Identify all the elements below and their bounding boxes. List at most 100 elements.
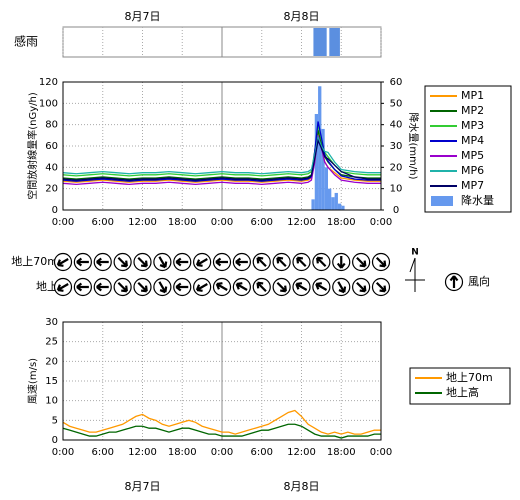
y-tick-label: 120 [39, 77, 58, 88]
y2-tick-label: 0 [393, 205, 399, 216]
y-tick-label: 100 [39, 98, 58, 109]
y-axis-label: 風速(m/s) [27, 358, 39, 404]
legend-label: MP4 [461, 134, 484, 147]
rain-interval [329, 28, 340, 56]
wind-arrow [93, 252, 112, 272]
wind-arrow [332, 277, 351, 297]
wind-arrow [292, 252, 311, 272]
arrow [375, 256, 387, 268]
legend-label: 地上70m [446, 371, 493, 384]
date-label: 8月8日 [284, 10, 320, 23]
series-line [62, 129, 381, 180]
legend-label: 風向 [468, 274, 490, 288]
y-tick-label: 40 [45, 162, 58, 173]
arrow [276, 256, 287, 268]
arrow [56, 258, 69, 267]
legend-arrow [449, 275, 459, 288]
precip-bar [334, 192, 338, 210]
wind-arrow [352, 277, 371, 297]
arrow [356, 256, 367, 268]
wind-arrow [113, 252, 132, 272]
x-tick-label: 18:00 [327, 447, 356, 458]
wind-arrow [193, 277, 212, 297]
precip-bar [337, 203, 342, 210]
arrow [96, 282, 109, 292]
plot-frame [62, 321, 382, 441]
arrow [215, 282, 228, 291]
wind-arrow [212, 277, 232, 297]
series-line [62, 135, 381, 186]
series-line [62, 409, 381, 435]
precip-bar [331, 197, 335, 210]
wind-arrow [312, 277, 331, 297]
arrow [96, 257, 109, 267]
arrow [235, 257, 248, 267]
wind-arrow [53, 252, 73, 272]
x-tick-label: 6:00 [92, 447, 114, 458]
y-tick-label: 0 [52, 435, 58, 446]
precip-bar [311, 199, 315, 210]
x-tick-label: 0:00 [52, 447, 74, 458]
series-line [62, 135, 381, 175]
wind-arrow [133, 277, 152, 297]
y-tick-label: 25 [45, 337, 58, 348]
y-axis-label: 空間放射線量率(nGy/h) [26, 92, 39, 200]
y-tick-label: 20 [45, 356, 58, 367]
x-tick-label: 0:00 [370, 217, 392, 228]
wind-arrow [232, 252, 251, 272]
wind-arrow [173, 252, 192, 272]
wind-arrow [292, 277, 311, 297]
row-label: 地上 [36, 280, 58, 293]
y-tick-label: 15 [45, 376, 58, 387]
y-tick-label: 60 [45, 141, 58, 152]
wind-arrow [371, 277, 391, 297]
y-tick-label: 0 [52, 205, 58, 216]
y-tick-label: 20 [45, 184, 58, 195]
x-tick-label: 6:00 [92, 217, 114, 228]
x-tick-label: 12:00 [287, 217, 316, 228]
y2-tick-label: 10 [390, 184, 403, 195]
legend-label: 地上高 [446, 385, 479, 399]
arrow [117, 281, 128, 293]
series-line [62, 124, 381, 177]
series-line [62, 121, 381, 182]
x-tick-label: 18:00 [168, 447, 197, 458]
x-tick-label: 12:00 [128, 447, 157, 458]
arrow [175, 282, 189, 292]
legend-swatch [431, 196, 453, 206]
legend-label: MP3 [461, 119, 484, 132]
arrow [356, 281, 367, 293]
wind-arrow [232, 277, 251, 297]
legend-box [424, 85, 512, 213]
plot-frame [62, 81, 382, 211]
legend-label: MP5 [461, 149, 484, 162]
y-tick-label: 30 [45, 317, 58, 328]
wind-arrow [371, 252, 391, 272]
arrow [76, 282, 89, 292]
wind-arrow [193, 252, 212, 272]
date-label: 8月7日 [125, 480, 161, 493]
y2-axis-label: 降水量(mm/h) [407, 113, 420, 180]
arrow [337, 281, 347, 294]
x-tick-label: 0:00 [211, 217, 233, 228]
x-tick-label: 6:00 [251, 447, 273, 458]
x-tick-label: 18:00 [327, 217, 356, 228]
row-label: 地上70m [11, 255, 58, 268]
wind-arrow [312, 252, 331, 272]
wind-arrow [73, 252, 92, 272]
arrow [315, 282, 328, 291]
arrow [215, 257, 228, 267]
arrow [316, 256, 327, 268]
arrow [137, 256, 148, 268]
wind-arrow [332, 252, 351, 272]
y2-tick-label: 30 [390, 141, 403, 152]
arrow [256, 281, 267, 293]
wind-arrow [73, 277, 92, 297]
x-tick-label: 18:00 [168, 217, 197, 228]
x-tick-label: 0:00 [211, 447, 233, 458]
legend-box [409, 367, 511, 405]
compass [405, 257, 425, 292]
rain-interval [313, 28, 327, 56]
wind-arrow [252, 252, 271, 272]
